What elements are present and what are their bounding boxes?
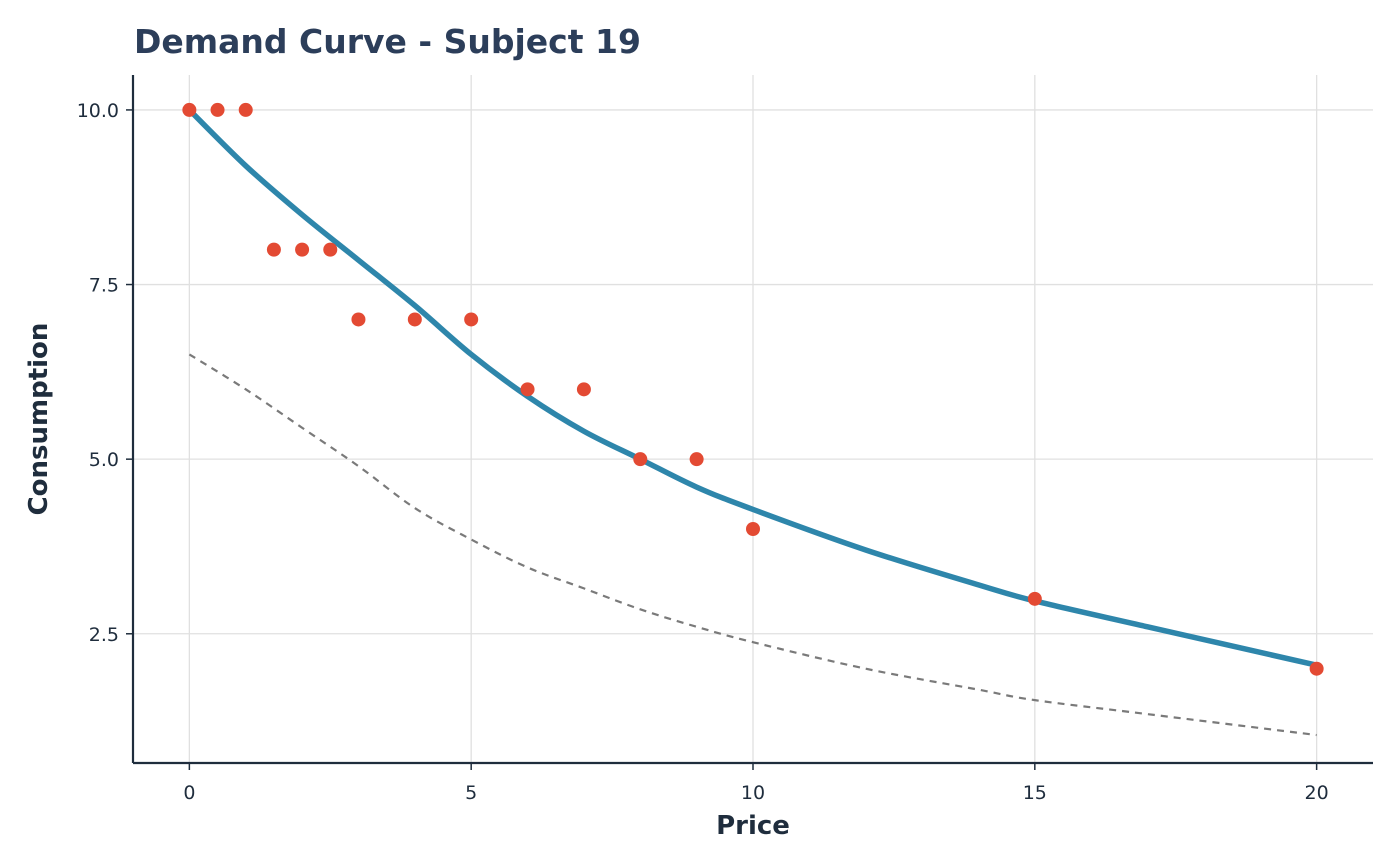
reference-curve — [188, 353, 1317, 737]
data-point — [210, 102, 225, 117]
y-tick-label: 10.0 — [77, 100, 119, 122]
x-tick-label: 15 — [1023, 782, 1047, 804]
data-point — [633, 452, 648, 467]
data-point — [520, 382, 535, 397]
data-point — [1309, 661, 1324, 676]
data-point — [407, 312, 422, 327]
data-point — [323, 242, 338, 257]
data-point — [464, 312, 479, 327]
data-point — [266, 242, 281, 257]
data-point — [689, 452, 704, 467]
data-points — [182, 102, 1324, 676]
x-tick-label: 10 — [741, 782, 765, 804]
x-axis-title: Price — [716, 811, 790, 841]
x-tick-label: 20 — [1305, 782, 1329, 804]
chart-title: Demand Curve - Subject 19 — [134, 22, 641, 61]
y-axis-title: Consumption — [24, 323, 54, 516]
data-point — [351, 312, 366, 327]
y-tick-label: 7.5 — [89, 275, 119, 297]
data-point — [576, 382, 591, 397]
ticks: 0 5 10 15 20 2.5 5.0 7.5 10.0 — [77, 100, 1329, 804]
data-point — [1027, 591, 1042, 606]
x-tick-label: 5 — [465, 782, 477, 804]
data-point — [182, 102, 197, 117]
y-tick-label: 2.5 — [89, 624, 119, 646]
data-point — [238, 102, 253, 117]
y-tick-label: 5.0 — [89, 449, 119, 471]
grid-lines — [133, 75, 1373, 763]
x-tick-label: 0 — [183, 782, 195, 804]
data-point — [295, 242, 310, 257]
data-point — [746, 522, 760, 537]
reference-curve-layer — [188, 353, 1317, 737]
